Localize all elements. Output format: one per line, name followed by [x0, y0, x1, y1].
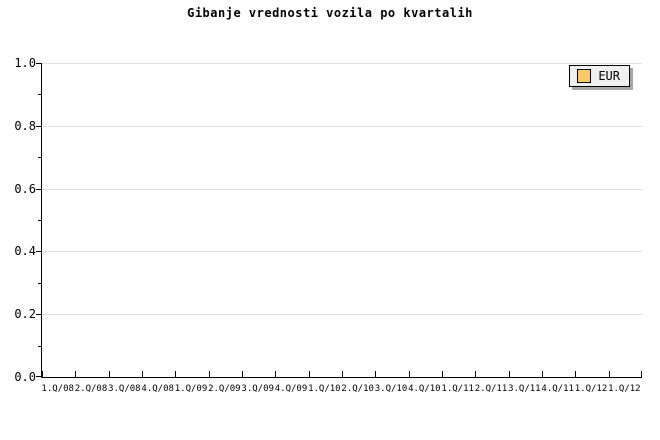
x-tick-label: 3.Q/09	[241, 384, 274, 394]
x-tick-label: 1.Q/12	[574, 384, 608, 394]
gridline	[42, 314, 642, 315]
y-tick-label: 0.6	[14, 182, 36, 196]
x-tick	[575, 371, 576, 377]
x-tick-label: 2.Q/11	[474, 384, 508, 394]
x-tick	[342, 371, 343, 377]
x-tick-label: 4.Q/11	[541, 384, 574, 394]
y-major-tick	[36, 63, 42, 64]
legend: EUR	[569, 65, 630, 87]
y-major-tick	[36, 376, 42, 377]
x-tick	[309, 371, 310, 377]
gridline	[42, 126, 642, 127]
x-tick	[209, 371, 210, 377]
y-minor-tick	[38, 346, 42, 347]
x-tick	[42, 371, 43, 377]
y-minor-tick	[38, 220, 42, 221]
x-tick-label: 2.Q/09	[208, 384, 241, 394]
chart-title: Gibanje vrednosti vozila po kvartalih	[187, 6, 473, 20]
x-tick	[242, 371, 243, 377]
y-tick-label: 1.0	[14, 56, 36, 70]
legend-label-eur: EUR	[598, 68, 620, 83]
x-tick-label: 1.Q/08	[41, 384, 74, 394]
legend-swatch-eur-icon	[577, 69, 592, 83]
y-minor-tick	[38, 94, 42, 95]
x-tick	[641, 371, 642, 377]
y-major-tick	[36, 189, 42, 190]
y-major-tick	[36, 314, 42, 315]
y-minor-tick	[38, 283, 42, 284]
x-tick	[509, 371, 510, 377]
x-tick-label: 3.Q/10	[374, 384, 408, 394]
x-tick	[409, 371, 410, 377]
x-tick	[542, 371, 543, 377]
x-tick-label: 1.Q/12	[608, 384, 641, 394]
x-tick-label: 3.Q/11	[508, 384, 541, 394]
x-tick	[442, 371, 443, 377]
x-tick	[109, 371, 110, 377]
x-tick-label: 2.Q/10	[341, 384, 374, 394]
y-minor-tick	[38, 157, 42, 158]
x-tick-label: 4.Q/10	[408, 384, 441, 394]
y-major-tick	[36, 251, 42, 252]
y-tick-label: 0.8	[14, 119, 36, 133]
x-tick	[75, 371, 76, 377]
y-major-tick	[36, 126, 42, 127]
x-tick-label: 4.Q/08	[141, 384, 174, 394]
x-tick	[375, 371, 376, 377]
gridline	[42, 251, 642, 252]
x-tick-label: 4.Q/09	[274, 384, 308, 394]
y-tick-label: 0.4	[14, 244, 36, 258]
x-tick	[609, 371, 610, 377]
x-tick-label: 2.Q/08	[74, 384, 108, 394]
y-tick-label: 0.2	[14, 307, 36, 321]
plot-area: EUR	[36, 63, 642, 378]
x-tick-label: 3.Q/08	[108, 384, 141, 394]
gridline	[42, 189, 642, 190]
x-tick	[275, 371, 276, 377]
x-tick-label: 1.Q/10	[308, 384, 341, 394]
x-tick	[475, 371, 476, 377]
x-tick-label: 1.Q/09	[174, 384, 208, 394]
gridline	[42, 63, 642, 64]
x-tick	[142, 371, 143, 377]
x-tick	[175, 371, 176, 377]
y-tick-label: 0.0	[14, 370, 36, 384]
x-tick-label: 1.Q/11	[441, 384, 474, 394]
